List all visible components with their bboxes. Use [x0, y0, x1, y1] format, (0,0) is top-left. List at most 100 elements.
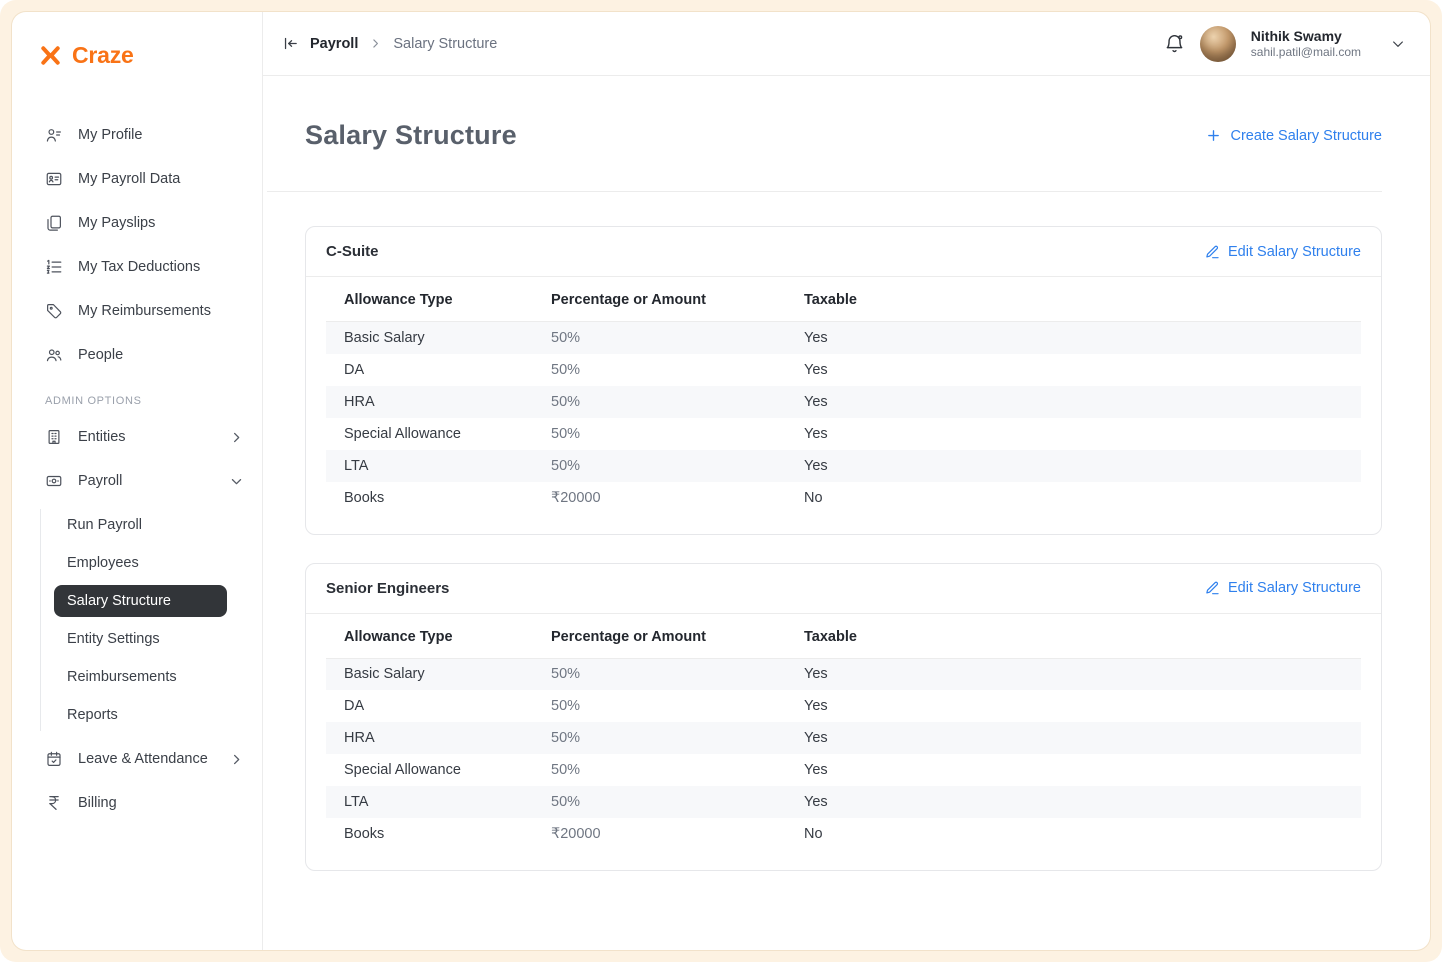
table-cell: 50% — [551, 361, 581, 378]
sidebar-collapse-icon[interactable] — [282, 35, 299, 52]
breadcrumb-page: Salary Structure — [393, 35, 498, 52]
rupee-icon — [49, 796, 59, 810]
edit-salary-structure-label: Edit Salary Structure — [1228, 580, 1361, 596]
sidebar-subitem-reimbursements[interactable]: Reimbursements — [67, 669, 177, 685]
table-cell: DA — [344, 698, 365, 714]
edit-salary-structure-button[interactable]: Edit Salary Structure — [1204, 244, 1361, 260]
allowance-table: Allowance Type Percentage or Amount Taxa… — [326, 277, 1361, 514]
breadcrumb: Payroll Salary Structure — [282, 35, 497, 52]
salary-structure-cards: C-Suite Edit Salary Structure Allowance … — [263, 192, 1430, 927]
table-cell: Yes — [804, 361, 828, 378]
table-row: DA 50% Yes — [326, 354, 1361, 386]
table-cell: LTA — [344, 794, 369, 810]
chevron-down-icon — [231, 478, 242, 484]
table-cell: HRA — [344, 393, 375, 410]
documents-icon — [47, 215, 61, 231]
sidebar-subitem-entity-settings[interactable]: Entity Settings — [67, 631, 160, 647]
breadcrumb-section[interactable]: Payroll — [310, 35, 359, 52]
table-cell: DA — [344, 361, 365, 378]
user-name: Nithik Swamy — [1250, 27, 1342, 44]
sidebar-subitem-run-payroll[interactable]: Run Payroll — [67, 517, 142, 533]
plus-icon — [1208, 130, 1220, 141]
pencil-icon — [1206, 245, 1219, 258]
topbar: Payroll Salary Structure Nithik Swamy sa… — [263, 12, 1430, 76]
table-cell: Basic Salary — [344, 329, 425, 346]
user-meta[interactable]: Nithik Swamy sahil.patil@mail.com — [1251, 27, 1361, 61]
payroll-submenu: Run Payroll Employees Salary Structure E… — [40, 509, 262, 731]
user-avatar[interactable] — [1199, 25, 1236, 62]
card-header: Senior Engineers Edit Salary Structure — [306, 564, 1381, 614]
chevron-right-icon — [234, 754, 240, 764]
sidebar-item-label: Payroll — [78, 473, 123, 489]
sidebar-subitem-reports[interactable]: Reports — [67, 707, 118, 723]
content-column: Payroll Salary Structure Nithik Swamy sa… — [263, 12, 1430, 950]
table-row: Basic Salary 50% Yes — [326, 321, 1361, 354]
table-cell: 50% — [551, 730, 581, 746]
sidebar-item-label: My Tax Deductions — [78, 259, 201, 275]
edit-salary-structure-button[interactable]: Edit Salary Structure — [1204, 580, 1361, 596]
table-row: Books ₹20000 No — [326, 818, 1361, 850]
sidebar-item-people[interactable]: People — [12, 333, 262, 377]
table-cell: No — [804, 489, 823, 506]
table-cell: 50% — [551, 329, 581, 346]
allowance-table-wrap: Allowance Type Percentage or Amount Taxa… — [306, 277, 1381, 534]
table-cell: Yes — [804, 794, 828, 810]
table-cell: HRA — [344, 730, 375, 746]
table-cell: 50% — [551, 457, 581, 474]
table-cell: Special Allowance — [344, 425, 461, 442]
table-cell: Basic Salary — [344, 666, 425, 683]
table-cell: 50% — [551, 698, 581, 714]
sidebar-item-leave-attendance[interactable]: Leave & Attendance — [12, 737, 262, 781]
notification-bell-icon[interactable] — [1164, 33, 1185, 54]
chevron-right-icon — [234, 432, 240, 442]
column-header: Taxable — [786, 277, 1361, 322]
salary-structure-card-senior-engineers: Senior Engineers Edit Salary Structure A… — [305, 562, 1382, 871]
sidebar-item-payroll[interactable]: Payroll — [12, 459, 262, 503]
table-cell: Yes — [804, 329, 828, 346]
brand-name: Craze — [72, 42, 134, 68]
sidebar-subitem-employees[interactable]: Employees — [67, 555, 139, 571]
table-row: DA 50% Yes — [326, 690, 1361, 722]
sidebar-item-label: My Payslips — [78, 215, 156, 231]
sidebar-item-billing[interactable]: Billing — [12, 781, 262, 825]
table-cell: 50% — [551, 393, 581, 410]
brand-logo[interactable]: Craze — [12, 42, 262, 91]
table-cell: No — [804, 826, 823, 842]
sidebar-subitem-salary-structure[interactable]: Salary Structure — [54, 585, 227, 617]
sidebar-item-my-tax-deductions[interactable]: My Tax Deductions — [12, 245, 262, 289]
card-title: Senior Engineers — [326, 579, 450, 597]
table-row: Special Allowance 50% Yes — [326, 754, 1361, 786]
app-window: Craze My Profile My Payroll Data My Pays… — [12, 12, 1430, 950]
topbar-right: Nithik Swamy sahil.patil@mail.com — [1164, 25, 1406, 62]
user-email: sahil.patil@mail.com — [1250, 44, 1361, 59]
user-icon — [46, 129, 61, 142]
table-cell: Books — [344, 489, 385, 506]
sidebar-item-my-profile[interactable]: My Profile — [12, 113, 262, 157]
table-row: Books ₹20000 No — [326, 482, 1361, 514]
main-area: Salary Structure Create Salary Structure… — [263, 76, 1430, 950]
table-cell: 50% — [551, 762, 581, 778]
table-row: Basic Salary 50% Yes — [326, 658, 1361, 690]
page-title: Salary Structure — [305, 120, 517, 150]
table-cell: Yes — [804, 698, 828, 714]
sidebar-item-entities[interactable]: Entities — [12, 415, 262, 459]
table-cell: ₹20000 — [551, 826, 601, 842]
user-menu-chevron-down-icon[interactable] — [1390, 36, 1406, 52]
sidebar-item-my-reimbursements[interactable]: My Reimbursements — [12, 289, 262, 333]
chevron-right-icon — [373, 39, 379, 48]
create-salary-structure-button[interactable]: Create Salary Structure — [1206, 128, 1382, 144]
sidebar-item-my-payroll-data[interactable]: My Payroll Data — [12, 157, 262, 201]
calendar-icon — [47, 751, 61, 766]
table-cell: LTA — [344, 457, 369, 474]
table-header-row: Allowance Type Percentage or Amount Taxa… — [326, 277, 1361, 322]
column-header: Allowance Type — [326, 613, 533, 659]
id-card-icon — [46, 172, 62, 186]
table-row: LTA 50% Yes — [326, 449, 1361, 482]
sidebar-item-my-payslips[interactable]: My Payslips — [12, 201, 262, 245]
column-header: Percentage or Amount — [533, 277, 786, 322]
table-row: LTA 50% Yes — [326, 786, 1361, 818]
sidebar-item-label: Billing — [78, 795, 117, 811]
column-header: Taxable — [786, 613, 1361, 659]
table-cell: Yes — [804, 425, 828, 442]
